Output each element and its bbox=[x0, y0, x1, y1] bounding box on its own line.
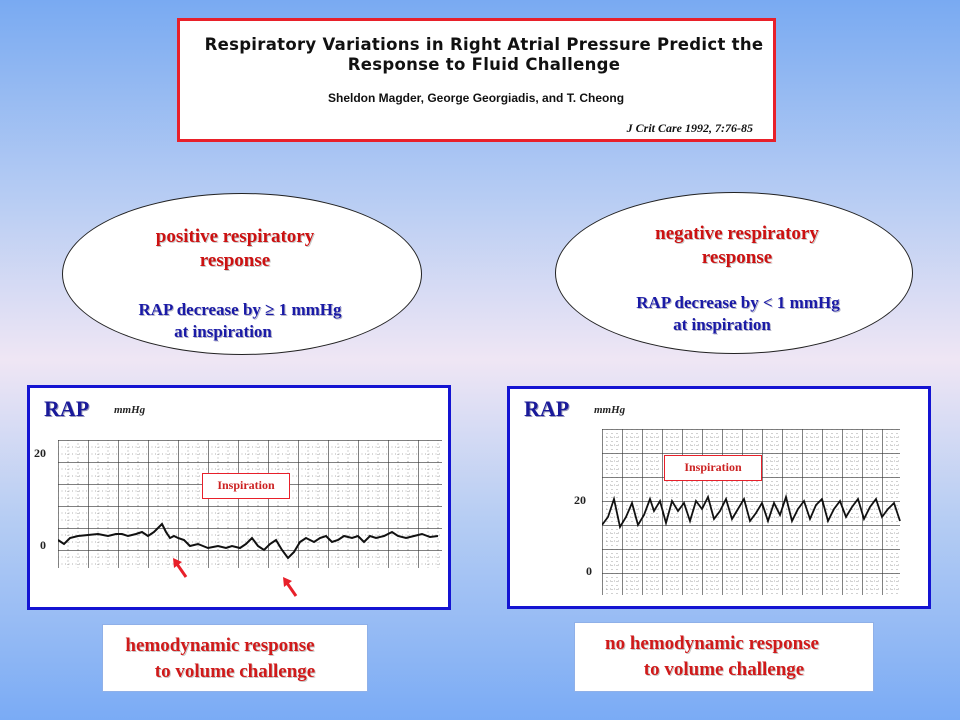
left-tick-0: 0 bbox=[40, 538, 46, 552]
left-rap-tracing-panel: RAP mmHg 20 0 Inspiration bbox=[27, 385, 451, 610]
positive-response-ellipse bbox=[62, 193, 422, 355]
citation-title-line2: Response to Fluid Challenge bbox=[347, 55, 621, 74]
negative-criterion-line2: at inspiration bbox=[673, 315, 771, 334]
hemodynamic-response-box: hemodynamic response to volume challenge bbox=[102, 624, 368, 692]
left-inspiration-marker: Inspiration bbox=[202, 473, 290, 499]
arrow-1-icon bbox=[173, 558, 188, 578]
left-rap-label: RAP bbox=[44, 396, 90, 421]
arrow-2-icon bbox=[283, 577, 298, 597]
left-unit-label: mmHg bbox=[114, 404, 146, 416]
left-rap-waveform bbox=[58, 522, 439, 560]
left-tick-20: 20 bbox=[34, 446, 46, 460]
no-hemodynamic-response-line2: to volume challenge bbox=[643, 659, 805, 680]
right-tick-0: 0 bbox=[586, 564, 592, 578]
negative-title-line2: response bbox=[701, 247, 773, 268]
hemodynamic-response-line1: hemodynamic response bbox=[125, 635, 315, 656]
citation-title-line1: Respiratory Variations in Right Atrial P… bbox=[204, 35, 764, 54]
positive-title-line2: response bbox=[199, 250, 271, 271]
citation-authors: Sheldon Magder, George Georgiadis, and T… bbox=[328, 91, 625, 105]
positive-response-criterion: RAP decrease by ≥ 1 mmHg at inspiration bbox=[100, 299, 380, 343]
positive-criterion-line1: RAP decrease by ≥ 1 mmHg bbox=[138, 300, 342, 319]
negative-response-criterion: RAP decrease by < 1 mmHg at inspiration bbox=[598, 292, 878, 336]
negative-response-ellipse bbox=[555, 192, 913, 354]
citation-title: Respiratory Variations in Right Atrial P… bbox=[204, 35, 764, 75]
left-rap-tracing bbox=[58, 440, 442, 568]
negative-response-title: negative respiratory response bbox=[602, 222, 872, 270]
negative-criterion-line1: RAP decrease by < 1 mmHg bbox=[636, 293, 840, 312]
citation-journal: J Crit Care 1992, 7:76-85 bbox=[626, 121, 753, 135]
positive-criterion-line2: at inspiration bbox=[174, 322, 272, 341]
positive-response-title: positive respiratory response bbox=[100, 225, 370, 273]
negative-title-line1: negative respiratory bbox=[655, 223, 819, 244]
citation-box: Respiratory Variations in Right Atrial P… bbox=[177, 18, 776, 142]
right-inspiration-marker: Inspiration bbox=[664, 455, 762, 481]
right-unit-label: mmHg bbox=[594, 404, 626, 416]
positive-title-line1: positive respiratory bbox=[155, 226, 315, 247]
right-rap-label: RAP bbox=[524, 396, 570, 421]
no-hemodynamic-response-line1: no hemodynamic response bbox=[605, 633, 819, 654]
right-tick-20: 20 bbox=[574, 493, 586, 507]
right-rap-waveform bbox=[602, 493, 901, 530]
right-rap-tracing-panel: RAP mmHg 20 0 Inspiration bbox=[507, 386, 931, 609]
hemodynamic-response-line2: to volume challenge bbox=[154, 661, 316, 682]
no-hemodynamic-response-box: no hemodynamic response to volume challe… bbox=[574, 622, 874, 692]
